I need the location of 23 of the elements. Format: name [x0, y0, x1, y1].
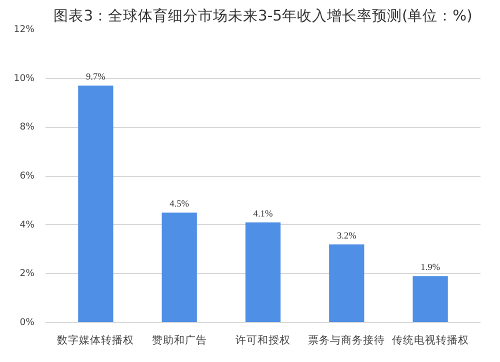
data-label: 4.1%	[253, 209, 273, 220]
x-tick-label: 传统电视转播权	[392, 334, 469, 346]
bar	[412, 276, 448, 322]
data-label: 4.5%	[170, 200, 190, 210]
x-tick-label: 票务与商务接待	[308, 334, 386, 346]
x-tick-label: 许可和授权	[236, 334, 290, 346]
y-tick-label: 10%	[14, 72, 35, 84]
x-tick-label: 数字媒体转播权	[57, 334, 134, 346]
data-label: 3.2%	[336, 231, 357, 242]
x-tick-label: 赞助和广告	[152, 334, 207, 346]
y-tick-label: 2%	[20, 268, 35, 280]
bar	[162, 212, 197, 322]
chart-title: 图表3：全球体育细分市场未来3-5年收入增长率预测(单位：%)	[54, 8, 472, 24]
data-label: 9.7%	[86, 72, 106, 83]
bar	[78, 86, 114, 322]
data-label: 1.9%	[420, 263, 440, 274]
y-tick-label: 12%	[14, 24, 35, 35]
y-tick-label: 0%	[20, 317, 35, 328]
y-tick-label: 6%	[20, 170, 35, 182]
y-tick-label: 4%	[20, 219, 35, 230]
bar	[245, 222, 281, 322]
bar	[329, 244, 364, 322]
y-tick-label: 8%	[20, 122, 35, 133]
